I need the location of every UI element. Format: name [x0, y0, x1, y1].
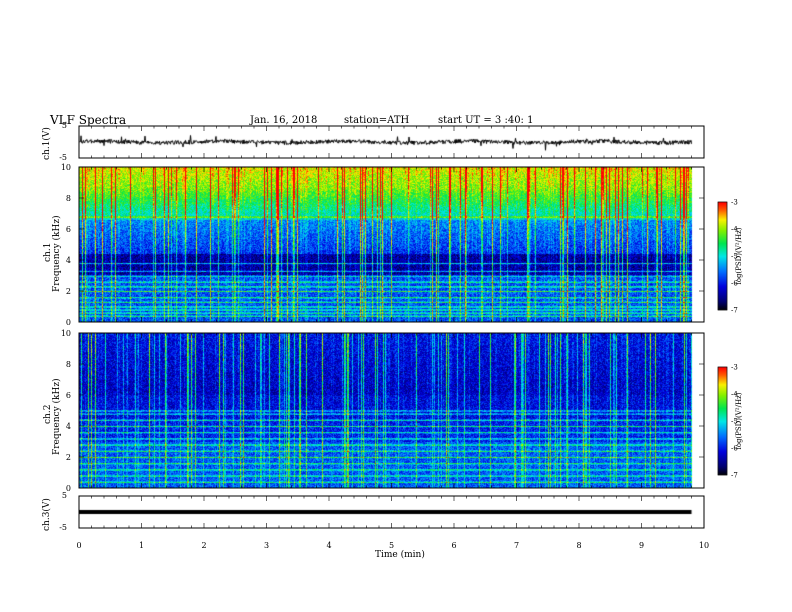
colorbar-tick-label: -5: [731, 418, 738, 426]
colorbar-tick-label: -3: [731, 199, 738, 207]
freq-tick-label: 10: [61, 163, 71, 172]
freq-tick-label: 0: [66, 484, 71, 493]
time-tick-label: 5: [389, 541, 394, 550]
panel-frame-ch1-spectrogram: [78, 166, 705, 323]
date-label: Jan. 16, 2018: [250, 115, 318, 126]
ylabel-tick-ch3-waveform: 5: [62, 491, 67, 500]
time-tick-label: 10: [699, 541, 709, 550]
time-tick-label: 0: [76, 541, 81, 550]
ch1-waveform-ylabel: ch.1(V): [42, 127, 52, 160]
ch2-spec-ylabel: Frequency (kHz): [52, 378, 62, 455]
colorbar-frame: [717, 366, 728, 476]
colorbar-label: log(PSD)(V²/Hz): [735, 227, 743, 284]
ylabel-tick-ch3-waveform: -5: [59, 523, 67, 532]
ylabel-tick-ch1-waveform: 5: [62, 121, 67, 130]
figure-title: VLF Spectra: [50, 113, 127, 127]
colorbar-tick-label: -6: [731, 445, 738, 453]
colorbar-tick-label: -6: [731, 280, 738, 288]
freq-tick-label: 8: [66, 194, 71, 203]
freq-tick-label: 4: [66, 422, 71, 431]
freq-tick-label: 6: [66, 391, 71, 400]
station-label: station=ATH: [344, 115, 410, 126]
freq-tick-label: 6: [66, 225, 71, 234]
colorbar-tick-label: -4: [731, 226, 738, 234]
x-axis-label: Time (min): [375, 550, 425, 560]
time-tick-label: 2: [201, 541, 206, 550]
start-time-label: start UT = 3 :40: 1: [438, 115, 534, 126]
colorbar-tick-label: -7: [731, 307, 738, 315]
freq-tick-label: 4: [66, 256, 71, 265]
ylabel-tick-ch1-waveform: -5: [59, 153, 67, 162]
freq-tick-label: 2: [66, 453, 71, 462]
colorbar-label: log(PSD)(V²/Hz): [735, 392, 743, 449]
time-tick-label: 4: [326, 541, 331, 550]
colorbar-tick-label: -4: [731, 391, 738, 399]
freq-tick-label: 2: [66, 287, 71, 296]
freq-tick-label: 8: [66, 360, 71, 369]
freq-tick-label: 10: [61, 329, 71, 338]
colorbar-tick-label: -5: [731, 253, 738, 261]
panel-frame-ch2-spectrogram: [78, 332, 705, 489]
ch1-spec-ylabel: Frequency (kHz): [52, 215, 62, 292]
time-tick-label: 1: [139, 541, 144, 550]
time-tick-label: 9: [639, 541, 644, 550]
colorbar-tick-label: -7: [731, 472, 738, 480]
time-tick-label: 3: [264, 541, 269, 550]
colorbar-frame: [717, 201, 728, 311]
time-tick-label: 8: [576, 541, 581, 550]
freq-tick-label: 0: [66, 318, 71, 327]
time-tick-label: 7: [514, 541, 519, 550]
colorbar-tick-label: -3: [731, 364, 738, 372]
time-tick-label: 6: [451, 541, 456, 550]
ch3-waveform-ylabel: ch.3(V): [42, 498, 52, 531]
